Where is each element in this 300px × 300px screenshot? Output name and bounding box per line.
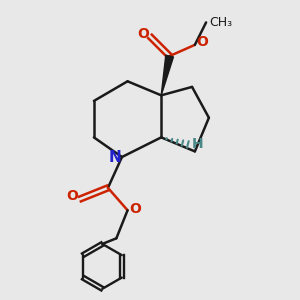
Text: O: O [66, 189, 78, 203]
Text: O: O [130, 202, 141, 216]
Text: O: O [137, 27, 149, 40]
Polygon shape [161, 55, 173, 95]
Text: CH₃: CH₃ [209, 16, 232, 29]
Text: N: N [109, 149, 121, 164]
Text: H: H [192, 137, 203, 152]
Text: O: O [196, 35, 208, 49]
